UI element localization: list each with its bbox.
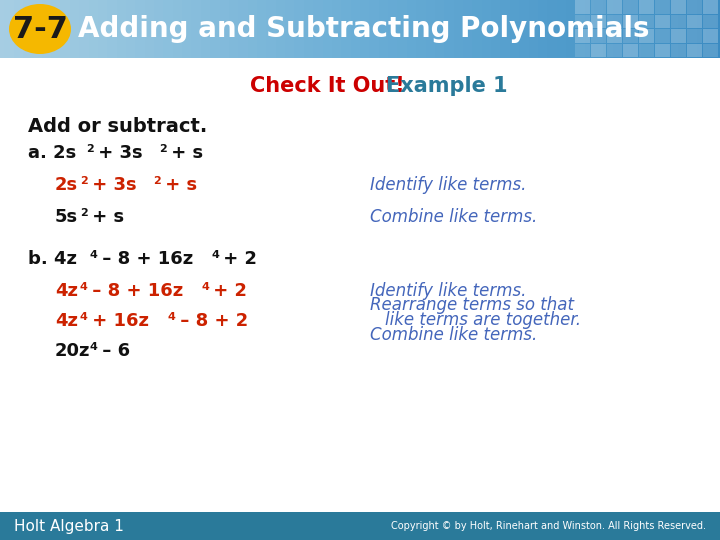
FancyBboxPatch shape bbox=[607, 0, 622, 14]
FancyBboxPatch shape bbox=[575, 44, 590, 57]
Text: b. 4z: b. 4z bbox=[28, 250, 77, 268]
FancyBboxPatch shape bbox=[607, 44, 622, 57]
FancyBboxPatch shape bbox=[703, 15, 718, 28]
Text: 2s: 2s bbox=[55, 176, 78, 194]
Text: + s: + s bbox=[86, 208, 124, 226]
FancyBboxPatch shape bbox=[623, 15, 638, 28]
FancyBboxPatch shape bbox=[639, 15, 654, 28]
FancyBboxPatch shape bbox=[639, 29, 654, 43]
Text: 2: 2 bbox=[153, 176, 161, 186]
FancyBboxPatch shape bbox=[607, 29, 622, 43]
Text: Combine like terms.: Combine like terms. bbox=[370, 326, 537, 344]
FancyBboxPatch shape bbox=[591, 44, 606, 57]
Text: 2: 2 bbox=[86, 144, 94, 154]
Text: 7-7: 7-7 bbox=[12, 15, 68, 44]
Text: 4: 4 bbox=[211, 250, 219, 260]
FancyBboxPatch shape bbox=[687, 44, 702, 57]
FancyBboxPatch shape bbox=[623, 29, 638, 43]
FancyBboxPatch shape bbox=[687, 0, 702, 14]
Text: a. 2s: a. 2s bbox=[28, 144, 76, 162]
Text: 2: 2 bbox=[159, 144, 167, 154]
FancyBboxPatch shape bbox=[671, 0, 686, 14]
Text: like terms are together.: like terms are together. bbox=[385, 311, 581, 329]
Text: 4z: 4z bbox=[55, 282, 78, 300]
Text: + 16z: + 16z bbox=[86, 312, 149, 330]
FancyBboxPatch shape bbox=[591, 0, 606, 14]
FancyBboxPatch shape bbox=[655, 15, 670, 28]
Text: 4: 4 bbox=[80, 282, 88, 292]
FancyBboxPatch shape bbox=[655, 29, 670, 43]
FancyBboxPatch shape bbox=[0, 512, 720, 540]
Text: Holt Algebra 1: Holt Algebra 1 bbox=[14, 518, 124, 534]
FancyBboxPatch shape bbox=[671, 29, 686, 43]
Text: Rearrange terms so that: Rearrange terms so that bbox=[370, 296, 574, 314]
Text: 4: 4 bbox=[90, 250, 98, 260]
Text: 4: 4 bbox=[90, 342, 98, 352]
Text: 4: 4 bbox=[168, 312, 176, 322]
Text: + 3s: + 3s bbox=[92, 144, 143, 162]
Text: + s: + s bbox=[165, 144, 203, 162]
Text: Copyright © by Holt, Rinehart and Winston. All Rights Reserved.: Copyright © by Holt, Rinehart and Winsto… bbox=[391, 521, 706, 531]
FancyBboxPatch shape bbox=[639, 44, 654, 57]
Text: Combine like terms.: Combine like terms. bbox=[370, 208, 537, 226]
FancyBboxPatch shape bbox=[687, 15, 702, 28]
FancyBboxPatch shape bbox=[655, 44, 670, 57]
FancyBboxPatch shape bbox=[639, 0, 654, 14]
Text: Check It Out!: Check It Out! bbox=[250, 76, 405, 96]
Text: 4z: 4z bbox=[55, 312, 78, 330]
FancyBboxPatch shape bbox=[591, 29, 606, 43]
Text: + 3s: + 3s bbox=[86, 176, 137, 194]
FancyBboxPatch shape bbox=[655, 0, 670, 14]
Text: – 8 + 2: – 8 + 2 bbox=[174, 312, 248, 330]
Text: Identify like terms.: Identify like terms. bbox=[370, 282, 526, 300]
Text: 2: 2 bbox=[80, 208, 88, 218]
Text: 20z: 20z bbox=[55, 342, 91, 360]
FancyBboxPatch shape bbox=[703, 29, 718, 43]
Text: – 6: – 6 bbox=[96, 342, 130, 360]
FancyBboxPatch shape bbox=[575, 0, 590, 14]
FancyBboxPatch shape bbox=[607, 15, 622, 28]
Text: Add or subtract.: Add or subtract. bbox=[28, 117, 207, 136]
Text: 4: 4 bbox=[80, 312, 88, 322]
Text: – 8 + 16z: – 8 + 16z bbox=[96, 250, 193, 268]
Text: + 2: + 2 bbox=[217, 250, 257, 268]
FancyBboxPatch shape bbox=[703, 0, 718, 14]
Text: + 2: + 2 bbox=[207, 282, 247, 300]
Ellipse shape bbox=[9, 4, 71, 54]
Text: 2: 2 bbox=[80, 176, 88, 186]
FancyBboxPatch shape bbox=[703, 44, 718, 57]
FancyBboxPatch shape bbox=[687, 29, 702, 43]
FancyBboxPatch shape bbox=[0, 58, 720, 512]
FancyBboxPatch shape bbox=[671, 44, 686, 57]
FancyBboxPatch shape bbox=[591, 15, 606, 28]
FancyBboxPatch shape bbox=[623, 0, 638, 14]
Text: Adding and Subtracting Polynomials: Adding and Subtracting Polynomials bbox=[78, 15, 649, 43]
Text: 5s: 5s bbox=[55, 208, 78, 226]
Text: 4: 4 bbox=[201, 282, 209, 292]
Text: + s: + s bbox=[159, 176, 197, 194]
FancyBboxPatch shape bbox=[671, 15, 686, 28]
Text: – 8 + 16z: – 8 + 16z bbox=[86, 282, 184, 300]
FancyBboxPatch shape bbox=[575, 15, 590, 28]
Text: Identify like terms.: Identify like terms. bbox=[370, 176, 526, 194]
FancyBboxPatch shape bbox=[575, 29, 590, 43]
FancyBboxPatch shape bbox=[623, 44, 638, 57]
Text: Example 1: Example 1 bbox=[386, 76, 508, 96]
